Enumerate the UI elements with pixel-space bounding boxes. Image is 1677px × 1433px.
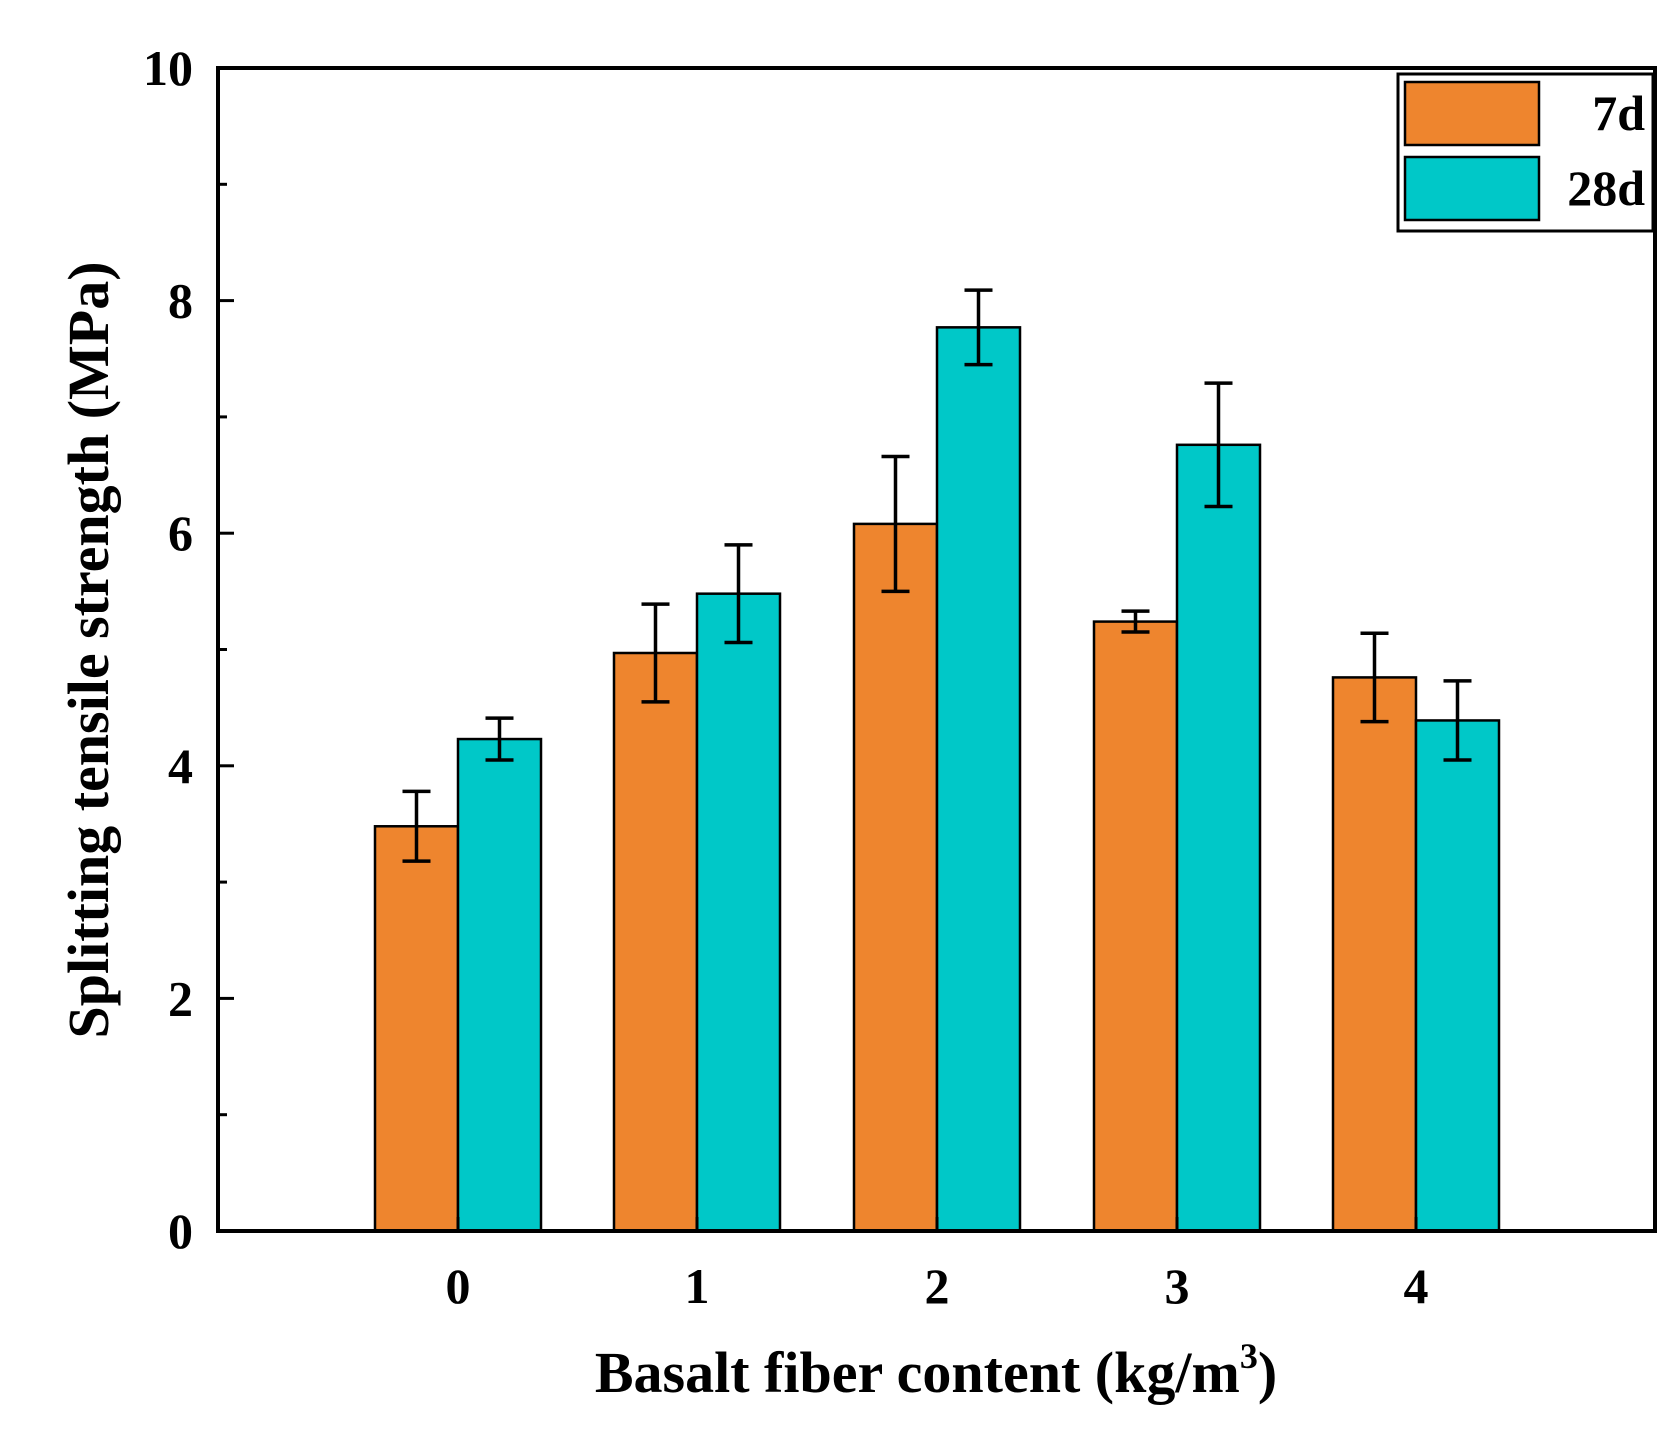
bar-7d-4 <box>1331 676 1418 1233</box>
bar-28d-4 <box>1414 719 1501 1233</box>
errorbar-7d-3 <box>1121 609 1150 634</box>
bar-28d-3 <box>1175 443 1262 1233</box>
x-tick-label-4: 4 <box>1404 1258 1429 1314</box>
x-tick-label-2: 2 <box>925 1258 950 1314</box>
errorbars-layer <box>402 288 1472 863</box>
errorbar-7d-1 <box>641 602 670 704</box>
y-tick-label-10: 10 <box>143 40 193 96</box>
bar-7d-1 <box>612 651 699 1233</box>
y-tick-label-6: 6 <box>168 505 193 561</box>
x-axis-title: Basalt fiber content (kg/m3) <box>595 1336 1277 1405</box>
errorbar-7d-0 <box>402 789 431 863</box>
errorbar-28d-0 <box>485 716 514 762</box>
errorbar-28d-2 <box>964 288 993 367</box>
x-axis-ticks: 0 1 2 3 4 <box>446 1217 1429 1314</box>
bars-layer <box>373 326 1501 1233</box>
bar-28d-1 <box>695 592 782 1233</box>
errorbar-28d-1 <box>724 543 753 645</box>
x-tick-label-1: 1 <box>685 1258 710 1314</box>
legend-label-7d: 7d <box>1592 85 1645 141</box>
y-axis-ticks: 0 2 4 6 8 10 <box>143 40 234 1259</box>
x-tick-label-0: 0 <box>446 1258 471 1314</box>
legend-swatch-7d <box>1403 80 1541 147</box>
bar-28d-0 <box>456 737 543 1233</box>
bar-7d-3 <box>1092 620 1179 1233</box>
y-tick-label-0: 0 <box>168 1203 193 1259</box>
y-tick-label-8: 8 <box>168 273 193 329</box>
legend-swatch-28d <box>1403 155 1541 222</box>
legend-label-28d: 28d <box>1567 160 1645 216</box>
errorbar-7d-2 <box>881 454 910 594</box>
x-axis-title-end: ) <box>1258 1340 1277 1405</box>
errorbar-7d-4 <box>1360 631 1389 724</box>
x-tick-label-3: 3 <box>1165 1258 1190 1314</box>
bar-7d-0 <box>373 825 460 1233</box>
errorbar-28d-4 <box>1443 679 1472 762</box>
bar-28d-2 <box>935 326 1022 1233</box>
errorbar-28d-3 <box>1204 381 1233 509</box>
bar-7d-2 <box>852 522 939 1233</box>
y-axis-title: Splitting tensile strength (MPa) <box>56 261 121 1038</box>
x-axis-title-main: Basalt fiber content (kg/m <box>595 1340 1240 1405</box>
x-axis-title-superscript: 3 <box>1240 1336 1258 1376</box>
y-tick-label-4: 4 <box>168 738 193 794</box>
y-tick-label-2: 2 <box>168 970 193 1026</box>
